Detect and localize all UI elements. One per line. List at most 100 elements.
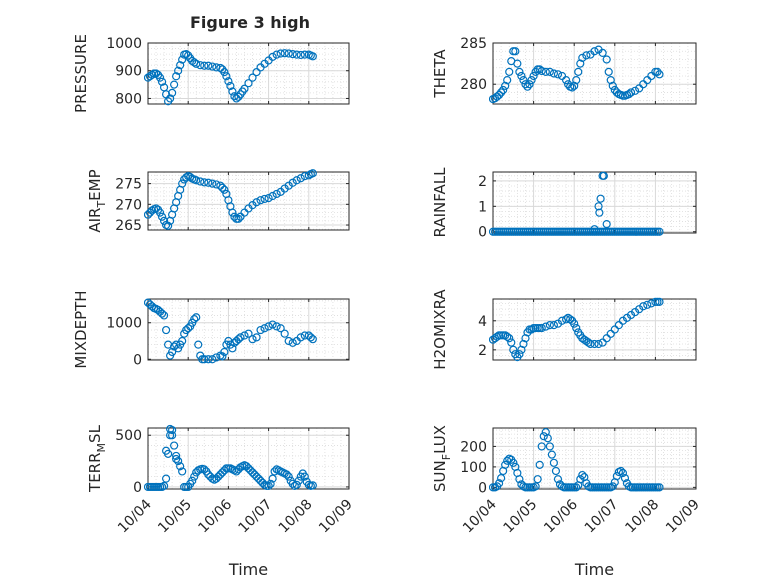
data-point — [653, 67, 662, 76]
subplot-sun_flux: 0 100 200 10/04 10/05 10/06 10/07 10/08 10/09 SUN… — [431, 425, 703, 579]
data-point — [184, 324, 193, 333]
data-point — [260, 194, 269, 204]
data-point — [157, 309, 167, 318]
data-point — [178, 55, 187, 64]
data-point — [610, 325, 619, 334]
data-point — [268, 52, 277, 61]
axes-box — [492, 427, 697, 490]
data-point — [639, 80, 648, 89]
data-point — [527, 325, 536, 334]
data-point — [531, 67, 540, 76]
y-axis-label: RAINFALL — [431, 167, 449, 238]
data-point — [280, 329, 289, 338]
data-point — [155, 208, 165, 217]
y-tick-label: 2 — [478, 343, 487, 359]
data-point — [519, 75, 528, 85]
data-point — [192, 313, 201, 322]
data-point — [256, 196, 265, 205]
data-point — [230, 212, 239, 221]
data-point — [497, 474, 506, 483]
data-point — [515, 67, 524, 76]
series-markers — [489, 171, 664, 236]
data-point — [594, 339, 603, 349]
data-point — [624, 90, 634, 99]
data-point — [507, 338, 516, 347]
series-markers — [144, 49, 317, 106]
data-point — [204, 178, 213, 187]
data-point — [572, 483, 581, 492]
data-point — [280, 49, 289, 58]
data-point — [159, 311, 169, 320]
data-point — [296, 50, 305, 60]
data-point — [614, 321, 623, 330]
data-point — [268, 191, 277, 201]
data-point — [208, 179, 217, 188]
data-point — [513, 59, 522, 68]
subplot-rainfall: 0 1 2 RAINFALL — [431, 167, 697, 241]
data-point — [582, 51, 591, 60]
data-point — [503, 75, 512, 85]
y-tick-label: 275 — [115, 177, 142, 193]
data-point — [497, 88, 506, 97]
data-point — [174, 456, 183, 466]
data-point — [308, 335, 317, 344]
data-point — [282, 470, 291, 479]
data-point — [300, 50, 309, 59]
data-point — [505, 334, 514, 343]
data-point — [549, 458, 559, 467]
data-point — [515, 475, 524, 484]
data-point — [174, 66, 183, 75]
data-point — [503, 332, 512, 341]
data-point — [276, 49, 285, 58]
data-point — [505, 67, 514, 76]
x-tick-label: 10/04 — [115, 496, 155, 536]
data-point — [182, 173, 191, 182]
axes-box — [147, 171, 350, 231]
y-tick-label: 280 — [460, 77, 487, 93]
data-point — [222, 72, 231, 81]
data-point — [590, 339, 599, 349]
data-point — [647, 299, 656, 308]
data-point — [598, 338, 607, 347]
x-tick-label: 10/09 — [663, 497, 703, 537]
data-point — [186, 172, 195, 182]
data-point — [602, 334, 611, 343]
data-point — [236, 333, 245, 342]
y-tick-label: 0 — [133, 352, 142, 368]
data-point — [234, 92, 243, 101]
data-point — [655, 297, 664, 307]
y-tick-label: 1 — [478, 199, 487, 215]
data-point — [590, 47, 599, 56]
data-point — [256, 325, 265, 335]
data-point — [272, 189, 281, 199]
data-point — [176, 61, 185, 70]
data-point — [570, 81, 579, 90]
data-point — [610, 85, 619, 95]
data-point — [306, 333, 315, 342]
data-point — [220, 347, 229, 357]
axes-box — [147, 427, 350, 490]
data-point — [655, 483, 664, 492]
data-point — [535, 460, 544, 469]
data-point — [308, 52, 317, 61]
axes-box — [492, 42, 697, 105]
data-point — [192, 59, 201, 68]
data-point — [260, 324, 269, 333]
data-point — [584, 338, 593, 347]
data-point — [188, 476, 197, 485]
data-point — [606, 75, 615, 85]
data-point — [204, 355, 213, 364]
data-point — [200, 61, 209, 70]
y-tick-label: 900 — [115, 64, 142, 80]
data-point — [304, 171, 313, 180]
x-axis-label: Time — [228, 560, 268, 579]
data-point — [284, 472, 293, 481]
data-point — [170, 80, 179, 89]
data-point — [509, 458, 518, 467]
data-point — [639, 302, 648, 311]
y-tick-label: 265 — [115, 218, 142, 234]
subplot-h2omixra: 2 4 H2OMIXRA — [431, 289, 697, 370]
data-point — [190, 314, 199, 324]
data-point — [178, 336, 187, 346]
data-point — [228, 344, 237, 353]
